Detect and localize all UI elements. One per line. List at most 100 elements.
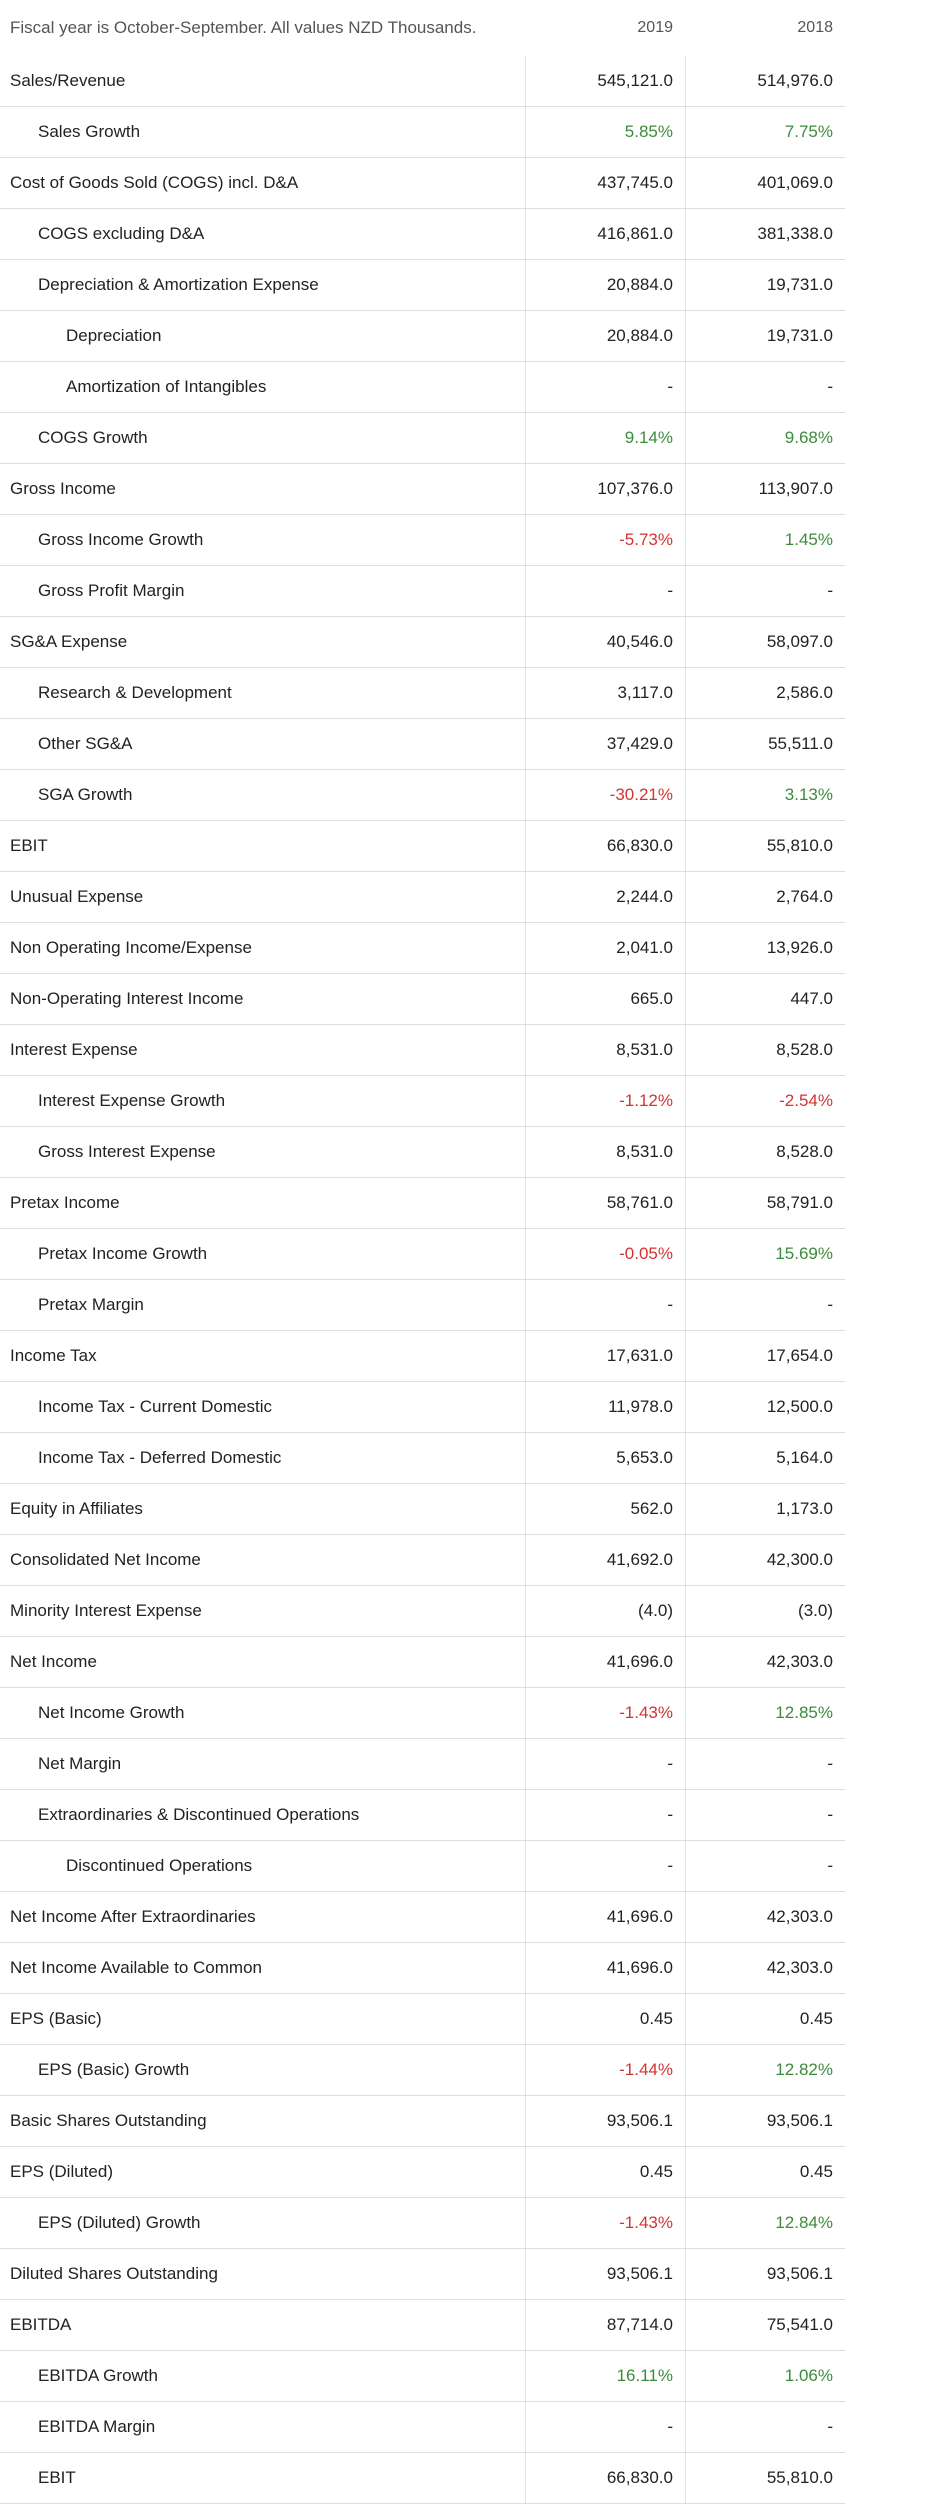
cell-value: 545,121.0 bbox=[525, 56, 685, 106]
row-label: Consolidated Net Income bbox=[10, 1550, 201, 1569]
cell-value: 58,761.0 bbox=[525, 1178, 685, 1228]
cell-value: 416,861.0 bbox=[525, 209, 685, 259]
table-row: Net Margin - - bbox=[0, 1739, 845, 1790]
row-label: Gross Interest Expense bbox=[38, 1142, 216, 1161]
cell-value: 0.45 bbox=[685, 1994, 845, 2044]
cell-value: 665.0 bbox=[525, 974, 685, 1024]
cell-value: -1.44% bbox=[525, 2045, 685, 2095]
cell-value: 381,338.0 bbox=[685, 209, 845, 259]
table-row: Non Operating Income/Expense 2,041.0 13,92… bbox=[0, 923, 845, 974]
table-row: Net Income Growth -1.43% 12.85% bbox=[0, 1688, 845, 1739]
cell-value: 66,830.0 bbox=[525, 2453, 685, 2503]
cell-value: 2,244.0 bbox=[525, 872, 685, 922]
row-label: SGA Growth bbox=[38, 785, 133, 804]
cell-value: 2,764.0 bbox=[685, 872, 845, 922]
cell-value: 437,745.0 bbox=[525, 158, 685, 208]
table-row: EPS (Diluted) 0.45 0.45 bbox=[0, 2147, 845, 2198]
cell-value: 7.75% bbox=[685, 107, 845, 157]
table-row: Depreciation & Amortization Expense 20,88… bbox=[0, 260, 845, 311]
table-row: SGA Growth -30.21% 3.13% bbox=[0, 770, 845, 821]
cell-value: 66,830.0 bbox=[525, 821, 685, 871]
row-label: Income Tax - Deferred Domestic bbox=[38, 1448, 282, 1467]
row-label: EPS (Diluted) bbox=[10, 2162, 113, 2181]
cell-value: 12,500.0 bbox=[685, 1382, 845, 1432]
cell-value: 0.45 bbox=[525, 1994, 685, 2044]
row-label: Sales Growth bbox=[38, 122, 141, 141]
row-label: Gross Income bbox=[10, 479, 116, 498]
cell-value: 42,300.0 bbox=[685, 1535, 845, 1585]
table-row: Net Income After Extraordinaries 41,696.0… bbox=[0, 1892, 845, 1943]
table-row: Gross Profit Margin - - bbox=[0, 566, 845, 617]
table-row: COGS Growth 9.14% 9.68% bbox=[0, 413, 845, 464]
column-header: 2019 bbox=[637, 19, 673, 36]
row-label: EBITDA Margin bbox=[38, 2417, 156, 2436]
cell-value: 20,884.0 bbox=[525, 311, 685, 361]
row-label: EBITDA Growth bbox=[38, 2366, 158, 2385]
row-label: Minority Interest Expense bbox=[10, 1601, 202, 1620]
row-label: Income Tax - Current Domestic bbox=[38, 1397, 272, 1416]
cell-value: - bbox=[685, 1790, 845, 1840]
cell-value: 42,303.0 bbox=[685, 1637, 845, 1687]
cell-value: 42,303.0 bbox=[685, 1892, 845, 1942]
row-label: Non-Operating Interest Income bbox=[10, 989, 244, 1008]
table-row: Basic Shares Outstanding 93,506.1 93,506.1 bbox=[0, 2096, 845, 2147]
row-label: Net Income Growth bbox=[38, 1703, 185, 1722]
cell-value: 0.45 bbox=[685, 2147, 845, 2197]
row-label: Diluted Shares Outstanding bbox=[10, 2264, 218, 2283]
row-label: EBIT bbox=[38, 2468, 76, 2487]
cell-value: -0.05% bbox=[525, 1229, 685, 1279]
table-row: EPS (Basic) 0.45 0.45 bbox=[0, 1994, 845, 2045]
cell-value: 41,692.0 bbox=[525, 1535, 685, 1585]
row-label: SG&A Expense bbox=[10, 632, 128, 651]
row-label: Net Income bbox=[10, 1652, 97, 1671]
row-label: Discontinued Operations bbox=[66, 1856, 253, 1875]
cell-value: (3.0) bbox=[685, 1586, 845, 1636]
cell-value: 55,810.0 bbox=[685, 821, 845, 871]
row-label: COGS excluding D&A bbox=[38, 224, 205, 243]
row-label: Amortization of Intangibles bbox=[66, 377, 267, 396]
row-label: EPS (Basic) Growth bbox=[38, 2060, 190, 2079]
table-row: Diluted Shares Outstanding 93,506.1 93,506… bbox=[0, 2249, 845, 2300]
row-label: Interest Expense bbox=[10, 1040, 138, 1059]
cell-value: -1.43% bbox=[525, 1688, 685, 1738]
table-row: Gross Interest Expense 8,531.0 8,528.0 bbox=[0, 1127, 845, 1178]
cell-value: 12.85% bbox=[685, 1688, 845, 1738]
table-row: Interest Expense Growth -1.12% -2.54% bbox=[0, 1076, 845, 1127]
row-label: Pretax Income bbox=[10, 1193, 120, 1212]
row-label: Gross Profit Margin bbox=[38, 581, 185, 600]
cell-value: 1,173.0 bbox=[685, 1484, 845, 1534]
cell-value: 9.68% bbox=[685, 413, 845, 463]
table-row: EBITDA 87,714.0 75,541.0 bbox=[0, 2300, 845, 2351]
table-row: Pretax Income Growth -0.05% 15.69% bbox=[0, 1229, 845, 1280]
table-row: Income Tax - Current Domestic 11,978.0 12,… bbox=[0, 1382, 845, 1433]
row-label: Depreciation bbox=[66, 326, 162, 345]
row-label: Pretax Margin bbox=[38, 1295, 144, 1314]
table-row: Sales Growth 5.85% 7.75% bbox=[0, 107, 845, 158]
table-row: Extraordinaries & Discontinued Operation… bbox=[0, 1790, 845, 1841]
cell-value: 1.06% bbox=[685, 2351, 845, 2401]
row-label: Equity in Affiliates bbox=[10, 1499, 143, 1518]
table-row: Other SG&A 37,429.0 55,511.0 bbox=[0, 719, 845, 770]
cell-value: - bbox=[525, 1790, 685, 1840]
cell-value: -5.73% bbox=[525, 515, 685, 565]
cell-value: - bbox=[525, 1280, 685, 1330]
row-label: Gross Income Growth bbox=[38, 530, 204, 549]
cell-value: 2,041.0 bbox=[525, 923, 685, 973]
cell-value: - bbox=[525, 1841, 685, 1891]
cell-value: 19,731.0 bbox=[685, 260, 845, 310]
table-row: Consolidated Net Income 41,692.0 42,300.0 bbox=[0, 1535, 845, 1586]
cell-value: - bbox=[525, 2402, 685, 2452]
cell-value: 93,506.1 bbox=[685, 2249, 845, 2299]
row-label: Net Margin bbox=[38, 1754, 122, 1773]
cell-value: 514,976.0 bbox=[685, 56, 845, 106]
cell-value: 42,303.0 bbox=[685, 1943, 845, 1993]
row-label: Net Income Available to Common bbox=[10, 1958, 262, 1977]
table-row: Equity in Affiliates 562.0 1,173.0 bbox=[0, 1484, 845, 1535]
row-label: Interest Expense Growth bbox=[38, 1091, 226, 1110]
table-row: Income Tax - Deferred Domestic 5,653.0 5,1… bbox=[0, 1433, 845, 1484]
row-label: Pretax Income Growth bbox=[38, 1244, 208, 1263]
table-row: Minority Interest Expense (4.0) (3.0) bbox=[0, 1586, 845, 1637]
table-row: EBIT 66,830.0 55,810.0 bbox=[0, 2453, 845, 2504]
table-row: EBITDA Growth 16.11% 1.06% bbox=[0, 2351, 845, 2402]
cell-value: 41,696.0 bbox=[525, 1892, 685, 1942]
